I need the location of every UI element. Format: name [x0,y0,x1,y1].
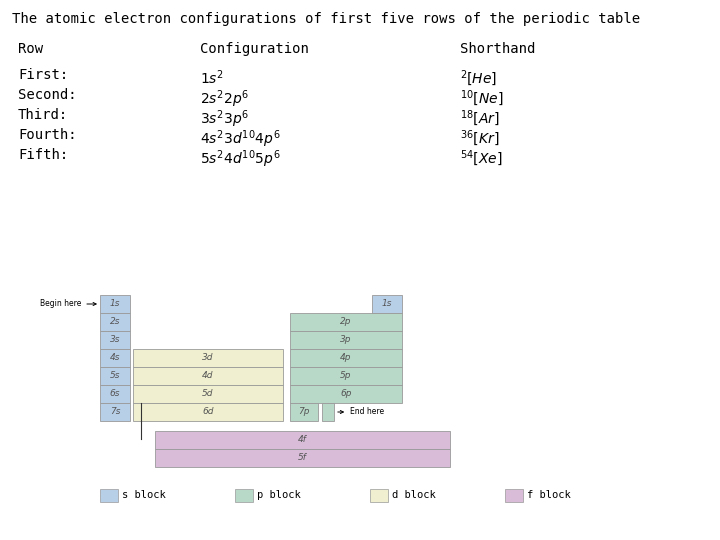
Text: 7p: 7p [298,408,310,416]
Text: Fourth:: Fourth: [18,128,76,142]
Text: Begin here: Begin here [40,300,96,308]
Text: 3d: 3d [202,354,214,362]
Text: 2s: 2s [109,318,120,327]
Text: $^{2}[He]$: $^{2}[He]$ [460,68,497,88]
Text: 5s: 5s [109,372,120,381]
Bar [290,349,402,367]
Bar [133,349,283,367]
Text: Shorthand: Shorthand [460,42,536,56]
Bar [155,449,450,467]
Text: 4f: 4f [298,435,307,444]
Text: $^{36}[Kr]$: $^{36}[Kr]$ [460,128,500,148]
Text: p block: p block [257,490,301,501]
Text: 2p: 2p [341,318,352,327]
Bar [100,331,130,349]
Bar [322,403,334,421]
Text: First:: First: [18,68,68,82]
Bar [370,489,388,502]
Bar [290,331,402,349]
Text: Configuration: Configuration [200,42,309,56]
Text: Fifth:: Fifth: [18,148,68,162]
Text: End here: End here [338,408,384,416]
Bar [100,313,130,331]
Text: s block: s block [122,490,166,501]
Text: $1s^{2}$: $1s^{2}$ [200,68,224,86]
Bar [235,489,253,502]
Bar [133,385,283,403]
Text: d block: d block [392,490,436,501]
Text: 6s: 6s [109,389,120,399]
Text: 5d: 5d [202,389,214,399]
Bar [133,403,283,421]
Text: 4s: 4s [109,354,120,362]
Text: 6p: 6p [341,389,352,399]
Bar [100,385,130,403]
Bar [505,489,523,502]
Bar [290,367,402,385]
Text: f block: f block [527,490,571,501]
Bar [290,385,402,403]
Bar [133,367,283,385]
Text: 1s: 1s [382,300,392,308]
Text: $2s^{2}2p^{6}$: $2s^{2}2p^{6}$ [200,88,249,110]
Bar [100,367,130,385]
Text: $4s^{2}3d^{10}4p^{6}$: $4s^{2}3d^{10}4p^{6}$ [200,128,281,150]
Bar [100,349,130,367]
Text: 1s: 1s [109,300,120,308]
Text: $^{18}[Ar]$: $^{18}[Ar]$ [460,108,500,128]
Bar [290,403,318,421]
Text: Third:: Third: [18,108,68,122]
Bar [155,431,450,449]
Bar [100,403,130,421]
Bar [100,489,118,502]
Text: 5p: 5p [341,372,352,381]
Text: Second:: Second: [18,88,76,102]
Text: $^{10}[Ne]$: $^{10}[Ne]$ [460,88,503,108]
Text: 5f: 5f [298,454,307,462]
Text: 7s: 7s [109,408,120,416]
Text: 3s: 3s [109,335,120,345]
Text: $3s^{2}3p^{6}$: $3s^{2}3p^{6}$ [200,108,249,130]
Bar [290,313,402,331]
Text: 4p: 4p [341,354,352,362]
Text: 3p: 3p [341,335,352,345]
Text: 6d: 6d [202,408,214,416]
Text: Row: Row [18,42,43,56]
Text: 4d: 4d [202,372,214,381]
Text: The atomic electron configurations of first five rows of the periodic table: The atomic electron configurations of fi… [12,12,640,26]
Bar [100,295,130,313]
Bar [372,295,402,313]
Text: $^{54}[Xe]$: $^{54}[Xe]$ [460,148,503,168]
Text: $5s^{2}4d^{10}5p^{6}$: $5s^{2}4d^{10}5p^{6}$ [200,148,281,170]
